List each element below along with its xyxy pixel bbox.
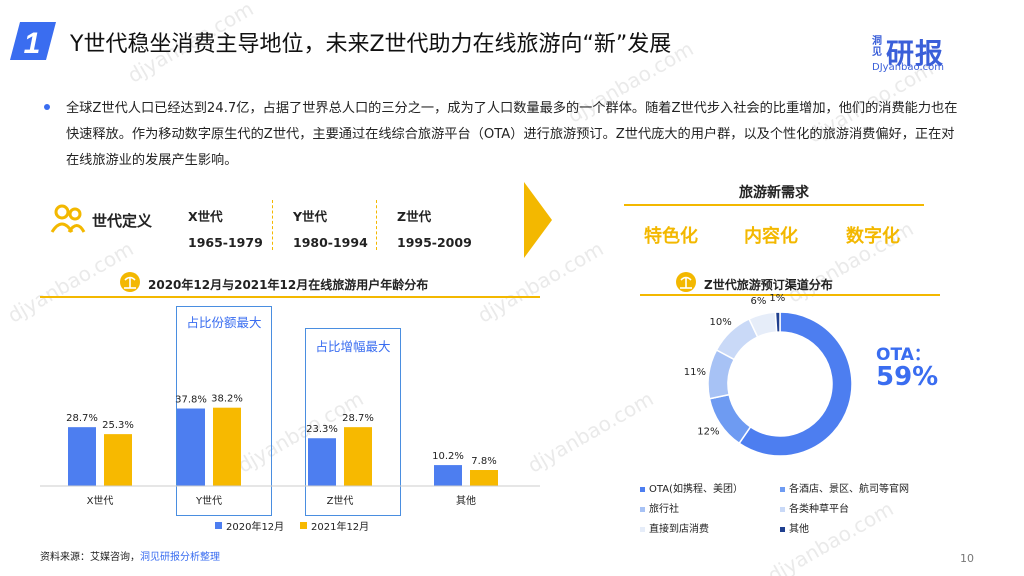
slice-label: 11% — [684, 367, 706, 378]
divider — [624, 204, 924, 206]
category-label: Y世代 — [195, 495, 222, 507]
slice-label: 1% — [769, 293, 785, 304]
legend-label: 其他 — [789, 524, 809, 535]
ota-label: OTA： — [876, 345, 931, 365]
watermark: djyanbao.com — [523, 386, 658, 478]
legend-label: 各类种草平台 — [789, 504, 849, 515]
legend-label: 直接到店消费 — [649, 524, 709, 535]
generation-z: Z世代 1995-2009 — [397, 204, 472, 256]
legend-label: 各酒店、景区、航司等官网 — [789, 484, 909, 495]
beach-icon — [120, 272, 140, 292]
source-highlight: 洞见研报分析整理 — [140, 552, 220, 563]
donut-slice — [738, 311, 853, 457]
bar — [434, 465, 462, 486]
need-item: 特色化 — [644, 226, 698, 247]
category-label: 其他 — [456, 494, 476, 507]
page-number: 10 — [960, 552, 974, 565]
brand-logo: 洞见 研报 DJyanbao.com — [872, 34, 982, 74]
donut-chart-title: Z世代旅游预订渠道分布 — [704, 278, 833, 292]
legend-label: OTA(如携程、美团） — [649, 484, 743, 495]
annotation-label: 占比份额最大 — [186, 315, 262, 330]
highlight-box — [305, 328, 401, 516]
legend-item: 旅行社 — [640, 500, 679, 515]
category-label: Z世代 — [327, 495, 354, 507]
highlight-box — [176, 306, 272, 516]
generation-name: X世代 — [188, 209, 223, 224]
people-icon — [50, 204, 86, 234]
legend-item: 其他 — [780, 520, 809, 535]
legend-label: 旅行社 — [649, 504, 679, 515]
beach-icon — [676, 272, 696, 292]
donut-slice — [774, 311, 781, 333]
legend-item: 直接到店消费 — [640, 520, 709, 535]
bar — [68, 427, 96, 486]
slice-label: 12% — [697, 427, 719, 438]
source-note: 资料来源：艾媒咨询，洞见研报分析整理 — [40, 548, 220, 563]
divider — [376, 200, 377, 250]
bar — [213, 407, 241, 486]
annotation-label: 占比增幅最大 — [315, 339, 391, 354]
bar-value-label: 37.8% — [175, 395, 207, 406]
bar-value-label: 38.2% — [211, 394, 243, 405]
legend-swatch — [640, 506, 645, 512]
bar-value-label: 25.3% — [102, 420, 134, 431]
legend-item: 各酒店、景区、航司等官网 — [780, 480, 909, 495]
generation-name: Z世代 — [397, 209, 432, 224]
bar-chart-title: 2020年12月与2021年12月在线旅游用户年龄分布 — [148, 278, 429, 292]
bar — [104, 434, 132, 486]
bar-value-label: 10.2% — [432, 451, 464, 462]
legend-label: 2020年12月 — [226, 520, 284, 533]
divider — [272, 200, 273, 250]
legend-item: OTA(如携程、美团） — [640, 480, 743, 495]
bar-value-label: 28.7% — [342, 413, 374, 424]
divider — [40, 296, 540, 298]
bar — [177, 408, 205, 486]
donut-chart: 12% 11% 10% 6% 1% — [684, 293, 853, 457]
need-item: 内容化 — [744, 226, 798, 247]
legend-swatch — [300, 522, 307, 529]
bullet-dot — [44, 104, 50, 110]
arrow-right-icon — [524, 182, 552, 258]
legend-swatch — [640, 526, 645, 532]
bar — [470, 470, 498, 486]
generation-y: Y世代 1980-1994 — [293, 204, 368, 256]
logo-url: DJyanbao.com — [872, 62, 944, 73]
source-prefix: 资料来源：艾媒咨询， — [40, 552, 140, 563]
bar-value-label: 28.7% — [66, 413, 98, 424]
generation-range: 1995-2009 — [397, 235, 472, 250]
bar-chart: 28.7% 25.3% X世代 37.8% 38.2% Y世代 23.3% 28.7% Z世代 1… — [40, 394, 540, 533]
legend-label: 2021年12月 — [311, 520, 369, 533]
category-label: X世代 — [87, 495, 114, 507]
logo-big-text: 研报 — [886, 37, 945, 70]
slice-label: 10% — [710, 317, 732, 328]
logo-small-text: 洞见 — [872, 36, 882, 58]
generation-x: X世代 1965-1979 — [188, 204, 263, 256]
legend-swatch — [780, 506, 785, 512]
bar-value-label: 7.8% — [471, 456, 496, 467]
ota-value: 59% — [876, 362, 939, 392]
badge-number: 1 — [24, 27, 41, 60]
new-needs-title: 旅游新需求 — [739, 185, 809, 201]
slice-label: 6% — [750, 296, 766, 307]
generation-range: 1980-1994 — [293, 235, 368, 250]
generation-definition-title: 世代定义 — [92, 212, 153, 230]
bar-value-label: 23.3% — [306, 424, 338, 435]
need-item: 数字化 — [846, 226, 900, 247]
divider — [640, 294, 940, 296]
legend-swatch — [215, 522, 222, 529]
legend-item: 各类种草平台 — [780, 500, 849, 515]
page-title: Y世代稳坐消费主导地位，未来Z世代助力在线旅游向“新”发展 — [70, 32, 672, 57]
intro-paragraph: 全球Z世代人口已经达到24.7亿，占据了世界总人口的三分之一，成为了人口数量最多… — [66, 101, 958, 168]
section-number-badge: 1 — [10, 18, 56, 64]
legend-swatch — [780, 526, 785, 532]
legend-swatch — [780, 486, 785, 492]
bar — [344, 427, 372, 486]
generation-range: 1965-1979 — [188, 235, 263, 250]
legend-swatch — [640, 486, 645, 492]
generation-name: Y世代 — [293, 209, 328, 224]
bar — [308, 438, 336, 486]
